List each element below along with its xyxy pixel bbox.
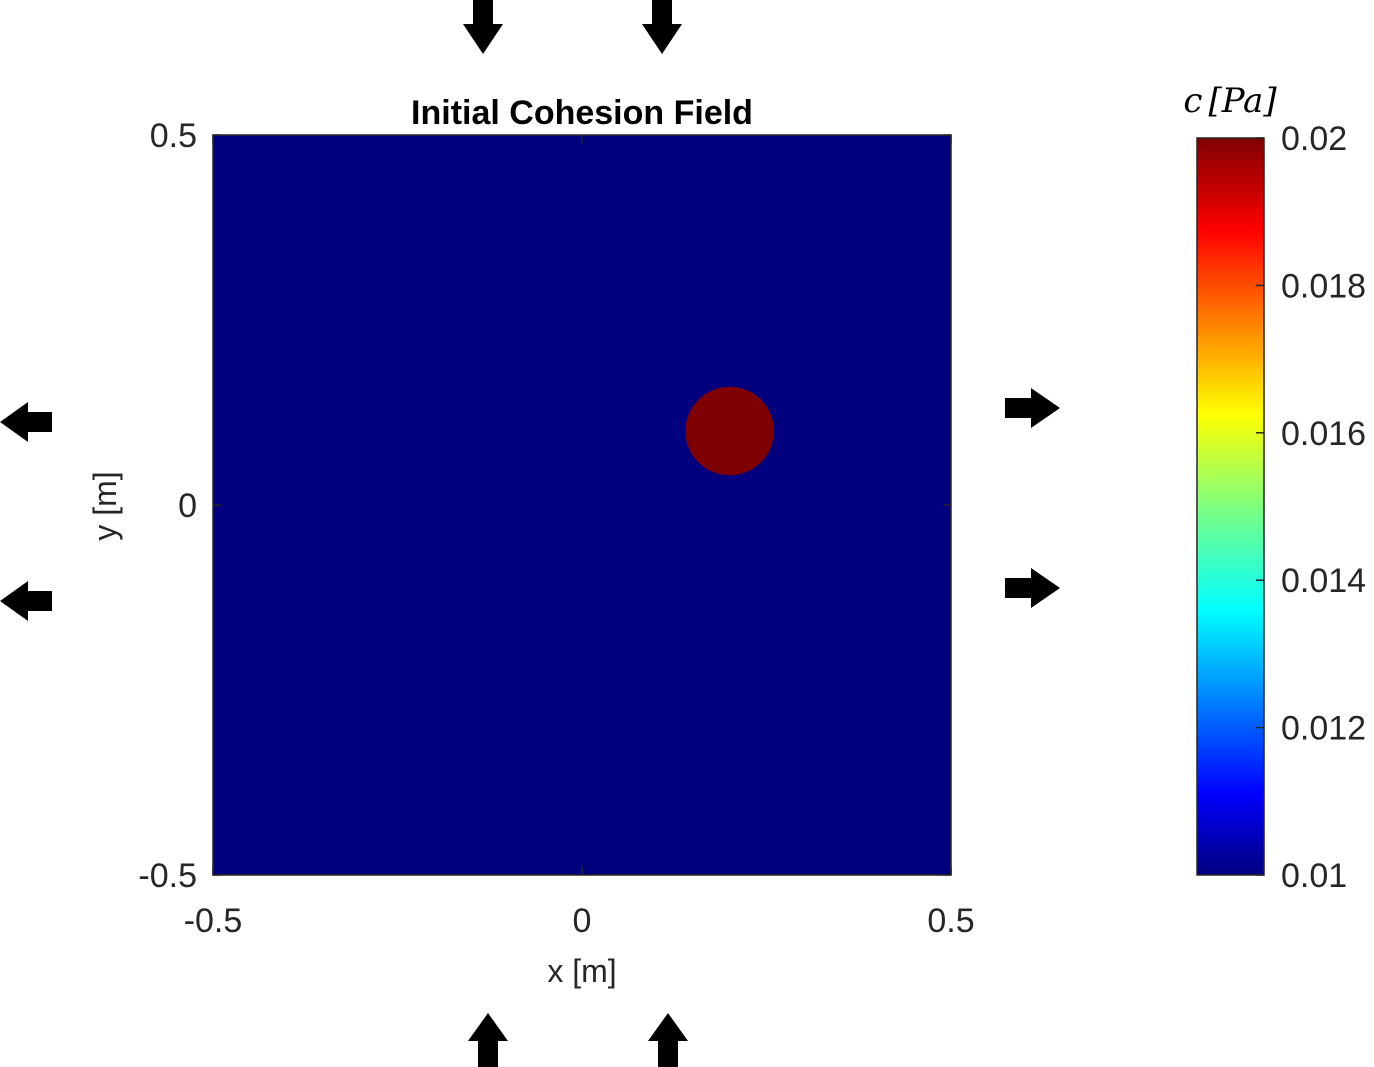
high-cohesion-inclusion	[685, 386, 774, 476]
left-arrow-icon	[0, 581, 52, 621]
arrow-shape	[1005, 568, 1060, 608]
cohesion-field-background	[213, 135, 951, 875]
colorbar-label-symbol: c	[1183, 81, 1202, 121]
boundary-arrows	[0, 0, 1060, 1067]
arrow-shape	[0, 581, 52, 621]
colorbar-label-unit: [Pa]	[1208, 81, 1277, 121]
colorbar-label: c [Pa]	[1183, 81, 1277, 121]
colorbar-tick-label: 0.012	[1281, 710, 1366, 748]
arrow-shape	[642, 0, 682, 54]
arrow-shape	[0, 402, 52, 442]
right-arrow-icon	[1005, 388, 1060, 428]
y-tick-label: 0	[178, 487, 197, 525]
colorbar-tick-label: 0.018	[1281, 267, 1366, 305]
plot-area	[212, 134, 952, 876]
y-axis-label: y [m]	[87, 471, 123, 540]
y-axis-ticks: 0.5 0 -0.5	[138, 117, 951, 895]
y-tick-label: -0.5	[138, 857, 197, 895]
left-arrow-icon	[0, 402, 52, 442]
colorbar-tick-label: 0.016	[1281, 415, 1366, 453]
arrow-shape	[468, 1013, 508, 1067]
arrow-shape	[463, 0, 503, 54]
y-tick-label: 0.5	[150, 117, 197, 155]
x-axis-ticks: -0.5 0 0.5	[184, 135, 975, 940]
x-tick-label: -0.5	[184, 902, 243, 940]
bottom-arrow-up-icon	[468, 1013, 508, 1067]
colorbar-gradient	[1196, 137, 1265, 876]
right-arrow-icon	[1005, 568, 1060, 608]
top-arrow-down-icon	[642, 0, 682, 54]
bottom-arrow-up-icon	[648, 1013, 688, 1067]
chart-title: Initial Cohesion Field	[411, 94, 753, 132]
x-axis-label: x [m]	[547, 953, 616, 989]
x-tick-label: 0	[573, 902, 592, 940]
colorbar: c [Pa] 0.02 0.018 0.016 0.014 0.012 0.01	[1183, 81, 1366, 895]
colorbar-ticks: 0.02 0.018 0.016 0.014 0.012 0.01	[1256, 120, 1366, 895]
arrow-shape	[648, 1013, 688, 1067]
colorbar-tick-label: 0.02	[1281, 120, 1347, 158]
top-arrow-down-icon	[463, 0, 503, 54]
arrow-shape	[1005, 388, 1060, 428]
x-tick-label: 0.5	[927, 902, 974, 940]
colorbar-tick-label: 0.01	[1281, 857, 1347, 895]
colorbar-tick-label: 0.014	[1281, 562, 1366, 600]
